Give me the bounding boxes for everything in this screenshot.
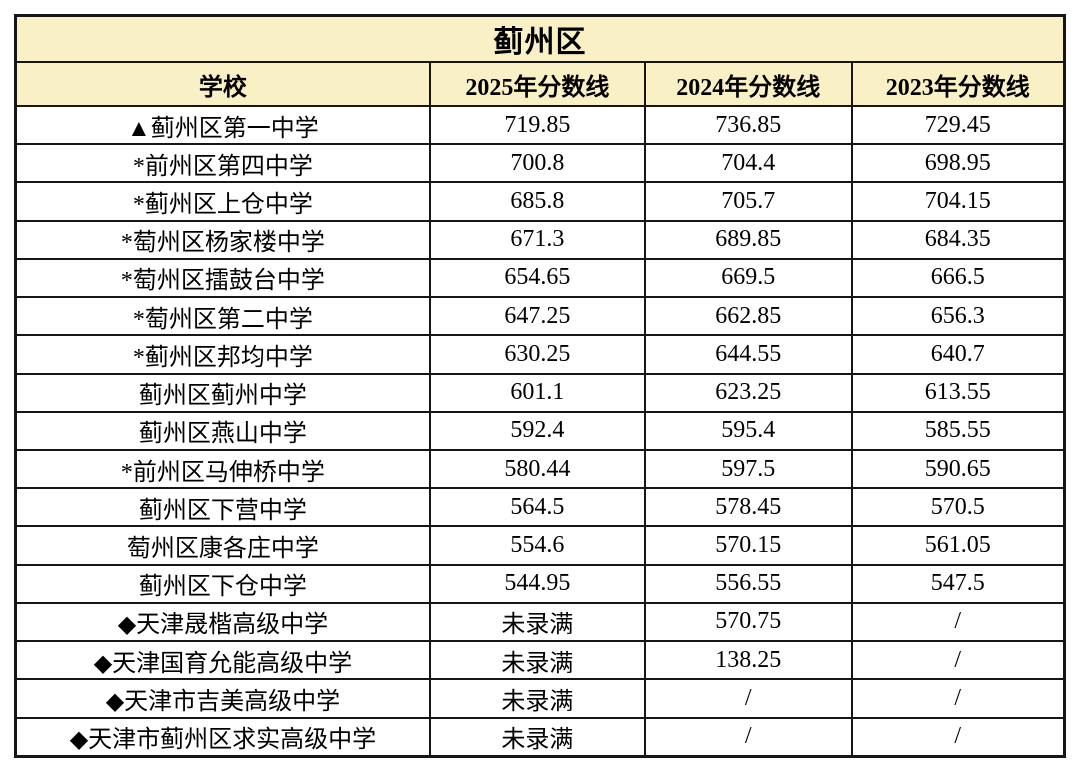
- score-2024-cell: 662.85: [643, 296, 853, 337]
- school-name-cell: ◆天津市蓟州区求实高级中学: [14, 716, 431, 758]
- score-2025-cell: 647.25: [428, 296, 646, 337]
- score-2025-cell: 671.3: [428, 219, 646, 260]
- table-row: 蓟州区下营中学 564.5 578.45 570.5: [14, 487, 1066, 528]
- table-row: *蓟州区邦均中学 630.25 644.55 640.7: [14, 334, 1066, 375]
- school-name-cell: ◆天津晟楷高级中学: [14, 601, 431, 643]
- score-2023-cell: 590.65: [850, 448, 1066, 490]
- score-2023-cell: 640.7: [850, 334, 1066, 375]
- table-row: ▲蓟州区第一中学 719.85 736.85 729.45: [14, 104, 1066, 146]
- score-2024-cell: 623.25: [643, 372, 853, 413]
- column-header-school: 学校: [14, 61, 431, 107]
- table-row: *蓟州区上仓中学 685.8 705.7 704.15: [14, 181, 1066, 222]
- score-2023-cell: 570.5: [850, 487, 1066, 528]
- table-row: *萄州区杨家楼中学 671.3 689.85 684.35: [14, 219, 1066, 260]
- table-row: ◆天津市吉美高级中学 未录满 / /: [14, 678, 1066, 719]
- score-2023-cell: /: [850, 716, 1066, 758]
- school-name-cell: *萄州区杨家楼中学: [14, 219, 431, 260]
- column-header-2024: 2024年分数线: [643, 61, 853, 107]
- school-name-cell: 蓟州区下营中学: [14, 487, 431, 528]
- score-2023-cell: 666.5: [850, 257, 1066, 299]
- score-2024-cell: 736.85: [643, 104, 853, 146]
- score-2025-cell: 580.44: [428, 448, 646, 490]
- score-2023-cell: 729.45: [850, 104, 1066, 146]
- score-2025-cell: 592.4: [428, 410, 646, 451]
- score-2025-cell: 685.8: [428, 181, 646, 222]
- school-name-cell: 蓟州区燕山中学: [14, 410, 431, 451]
- score-2023-cell: 704.15: [850, 181, 1066, 222]
- table-row: ◆天津市蓟州区求实高级中学 未录满 / /: [14, 716, 1066, 758]
- table-row: 萄州区康各庄中学 554.6 570.15 561.05: [14, 525, 1066, 566]
- score-2025-cell: 未录满: [428, 716, 646, 758]
- score-2023-cell: 561.05: [850, 525, 1066, 566]
- score-2024-cell: /: [643, 678, 853, 719]
- school-name-cell: *前州区马伸桥中学: [14, 448, 431, 490]
- score-2025-cell: 未录满: [428, 678, 646, 719]
- score-2023-cell: /: [850, 640, 1066, 681]
- score-2023-cell: /: [850, 678, 1066, 719]
- score-2023-cell: 547.5: [850, 563, 1066, 604]
- score-2025-cell: 700.8: [428, 143, 646, 184]
- school-name-cell: ◆天津国育允能高级中学: [14, 640, 431, 681]
- score-2024-cell: 704.4: [643, 143, 853, 184]
- table-row: *萄州区第二中学 647.25 662.85 656.3: [14, 296, 1066, 337]
- score-2025-cell: 564.5: [428, 487, 646, 528]
- score-2024-cell: 597.5: [643, 448, 853, 490]
- score-2024-cell: 669.5: [643, 257, 853, 299]
- table-row: 蓟州区蓟州中学 601.1 623.25 613.55: [14, 372, 1066, 413]
- table-header-row: 学校 2025年分数线 2024年分数线 2023年分数线: [14, 61, 1066, 107]
- score-2024-cell: 595.4: [643, 410, 853, 451]
- score-2025-cell: 554.6: [428, 525, 646, 566]
- school-name-cell: *前州区第四中学: [14, 143, 431, 184]
- school-name-cell: ▲蓟州区第一中学: [14, 104, 431, 146]
- column-header-2025: 2025年分数线: [428, 61, 646, 107]
- score-2025-cell: 未录满: [428, 640, 646, 681]
- score-2024-cell: 578.45: [643, 487, 853, 528]
- score-2025-cell: 719.85: [428, 104, 646, 146]
- score-2023-cell: 585.55: [850, 410, 1066, 451]
- column-header-2023: 2023年分数线: [850, 61, 1066, 107]
- table-row: ◆天津国育允能高级中学 未录满 138.25/: [14, 640, 1066, 681]
- table-body: ▲蓟州区第一中学 719.85 736.85 729.45 *前州区第四中学 700.8 7…: [14, 104, 1066, 758]
- school-name-cell: 萄州区康各庄中学: [14, 525, 431, 566]
- score-2024-cell: 570.75: [643, 601, 853, 643]
- table-title-row: 蓟州区: [14, 14, 1066, 63]
- score-2024-cell: 705.7: [643, 181, 853, 222]
- score-2025-cell: 630.25: [428, 334, 646, 375]
- score-2025-cell: 601.1: [428, 372, 646, 413]
- school-name-cell: *蓟州区上仓中学: [14, 181, 431, 222]
- school-name-cell: 蓟州区蓟州中学: [14, 372, 431, 413]
- school-name-cell: *蓟州区邦均中学: [14, 334, 431, 375]
- table-row: 蓟州区下仓中学 544.95 556.55 547.5: [14, 563, 1066, 604]
- school-name-cell: *萄州区擂鼓台中学: [14, 257, 431, 299]
- score-2024-cell: /: [643, 716, 853, 758]
- school-name-cell: 蓟州区下仓中学: [14, 563, 431, 604]
- score-2023-cell: 613.55: [850, 372, 1066, 413]
- table-row: *萄州区擂鼓台中学 654.65 669.5 666.5: [14, 257, 1066, 299]
- score-2025-cell: 未录满: [428, 601, 646, 643]
- school-name-cell: ◆天津市吉美高级中学: [14, 678, 431, 719]
- school-name-cell: *萄州区第二中学: [14, 296, 431, 337]
- table-row: *前州区马伸桥中学 580.44 597.5 590.65: [14, 448, 1066, 490]
- table-row: ◆天津晟楷高级中学 未录满 570.75/: [14, 601, 1066, 643]
- table-row: 蓟州区燕山中学 592.4 595.4 585.55: [14, 410, 1066, 451]
- score-2025-cell: 654.65: [428, 257, 646, 299]
- score-line-table: 蓟州区 学校 2025年分数线 2024年分数线 2023年分数线 ▲蓟州区第一…: [14, 14, 1066, 758]
- score-2023-cell: 656.3: [850, 296, 1066, 337]
- score-2024-cell: 570.15: [643, 525, 853, 566]
- score-2024-cell: 556.55: [643, 563, 853, 604]
- score-2023-cell: 698.95: [850, 143, 1066, 184]
- table-title: 蓟州区: [14, 14, 1066, 63]
- score-2023-cell: /: [850, 601, 1066, 643]
- table-row: *前州区第四中学 700.8 704.4 698.95: [14, 143, 1066, 184]
- score-2024-cell: 644.55: [643, 334, 853, 375]
- score-2024-cell: 138.25: [643, 640, 853, 681]
- score-2024-cell: 689.85: [643, 219, 853, 260]
- score-2023-cell: 684.35: [850, 219, 1066, 260]
- score-2025-cell: 544.95: [428, 563, 646, 604]
